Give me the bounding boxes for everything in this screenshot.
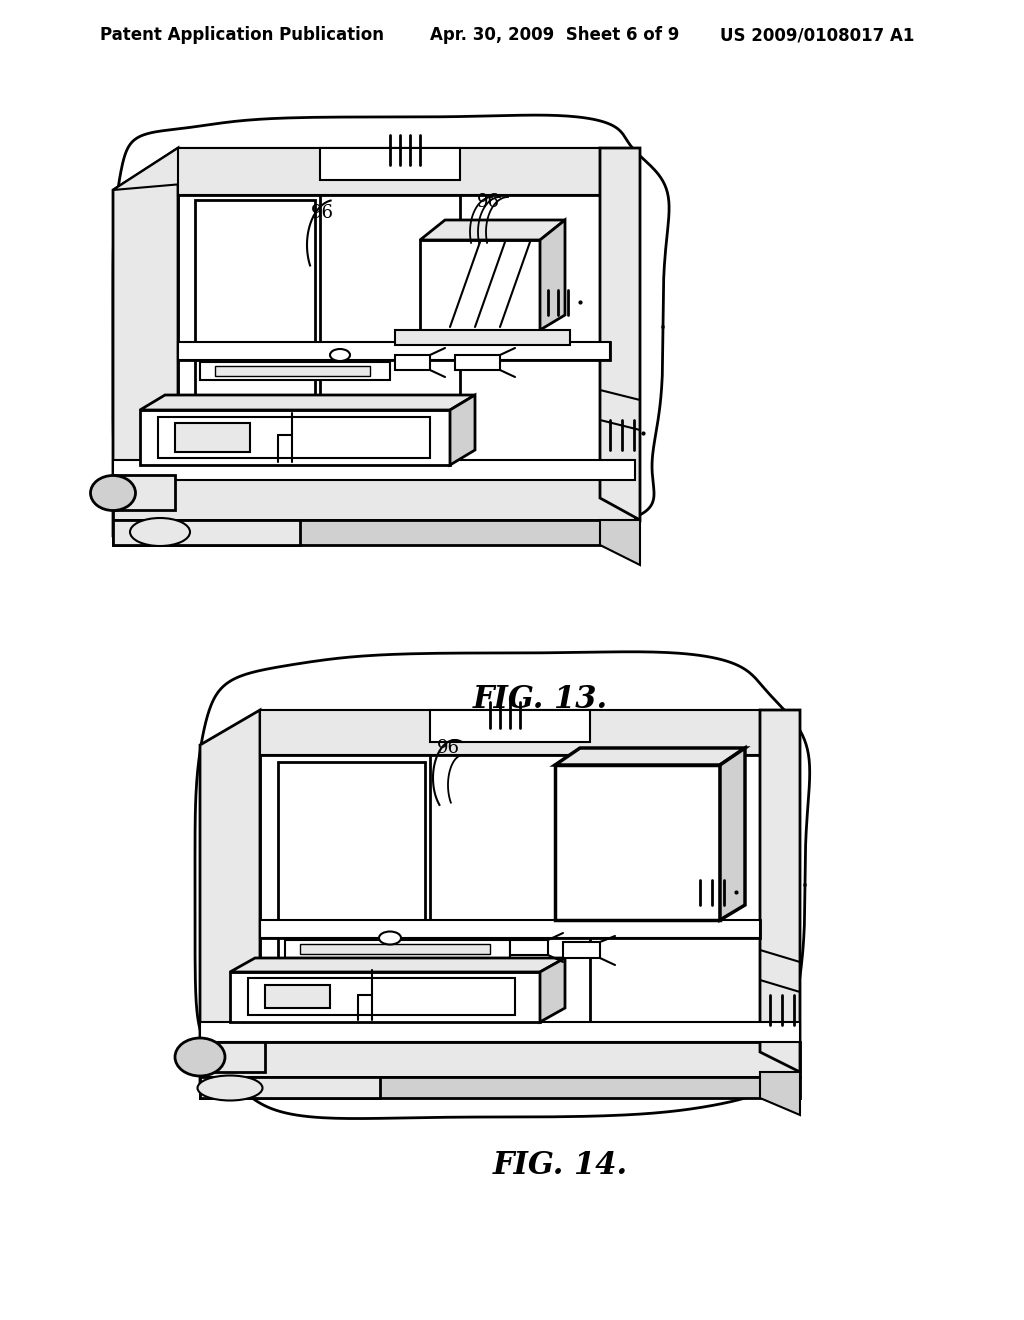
Text: 96: 96 xyxy=(310,205,334,222)
Polygon shape xyxy=(395,330,570,345)
Polygon shape xyxy=(200,1077,800,1098)
Polygon shape xyxy=(140,411,450,465)
Text: 96: 96 xyxy=(436,739,460,756)
Polygon shape xyxy=(113,520,635,545)
Polygon shape xyxy=(200,1041,265,1072)
Polygon shape xyxy=(600,148,640,520)
Ellipse shape xyxy=(90,475,135,511)
Polygon shape xyxy=(200,710,260,1082)
Polygon shape xyxy=(430,710,590,742)
Polygon shape xyxy=(200,1041,800,1077)
Polygon shape xyxy=(455,355,500,370)
Polygon shape xyxy=(450,395,475,465)
Polygon shape xyxy=(178,148,600,195)
Polygon shape xyxy=(195,201,315,450)
Polygon shape xyxy=(113,459,635,480)
Polygon shape xyxy=(285,940,510,958)
Polygon shape xyxy=(248,978,515,1015)
Polygon shape xyxy=(215,366,370,376)
Ellipse shape xyxy=(379,932,401,945)
Text: Patent Application Publication: Patent Application Publication xyxy=(100,26,384,44)
Polygon shape xyxy=(195,652,810,1118)
Polygon shape xyxy=(140,395,475,411)
Text: FIG. 13.: FIG. 13. xyxy=(472,685,607,715)
Polygon shape xyxy=(200,1077,380,1098)
Polygon shape xyxy=(113,475,175,510)
Polygon shape xyxy=(178,342,610,360)
Polygon shape xyxy=(230,972,540,1022)
Polygon shape xyxy=(260,920,760,939)
Polygon shape xyxy=(265,985,330,1008)
Polygon shape xyxy=(178,342,610,360)
Polygon shape xyxy=(600,520,640,565)
Polygon shape xyxy=(260,710,760,755)
Ellipse shape xyxy=(198,1076,262,1101)
Polygon shape xyxy=(175,422,250,451)
Polygon shape xyxy=(563,942,600,958)
Polygon shape xyxy=(113,475,635,520)
Polygon shape xyxy=(113,115,669,540)
Polygon shape xyxy=(319,148,460,180)
Polygon shape xyxy=(555,766,720,920)
Text: Apr. 30, 2009  Sheet 6 of 9: Apr. 30, 2009 Sheet 6 of 9 xyxy=(430,26,679,44)
Polygon shape xyxy=(178,148,600,498)
Ellipse shape xyxy=(175,1038,225,1076)
Polygon shape xyxy=(260,920,760,939)
Polygon shape xyxy=(420,240,540,330)
Polygon shape xyxy=(200,1022,800,1041)
Polygon shape xyxy=(278,762,425,1012)
Polygon shape xyxy=(113,520,300,545)
Polygon shape xyxy=(420,220,565,240)
Text: US 2009/0108017 A1: US 2009/0108017 A1 xyxy=(720,26,914,44)
Polygon shape xyxy=(720,748,745,920)
Polygon shape xyxy=(200,362,390,380)
Polygon shape xyxy=(760,1072,800,1115)
Text: FIG. 14.: FIG. 14. xyxy=(493,1150,628,1180)
Polygon shape xyxy=(555,748,745,766)
Ellipse shape xyxy=(330,348,350,360)
Polygon shape xyxy=(395,355,430,370)
Polygon shape xyxy=(540,220,565,330)
Polygon shape xyxy=(113,148,178,535)
Polygon shape xyxy=(113,148,600,190)
Text: 96: 96 xyxy=(476,193,500,211)
Polygon shape xyxy=(230,958,565,972)
Polygon shape xyxy=(540,958,565,1022)
Polygon shape xyxy=(300,944,490,954)
Polygon shape xyxy=(158,417,430,458)
Ellipse shape xyxy=(130,517,190,546)
Polygon shape xyxy=(260,710,760,1052)
Polygon shape xyxy=(760,710,800,1072)
Polygon shape xyxy=(510,940,548,954)
